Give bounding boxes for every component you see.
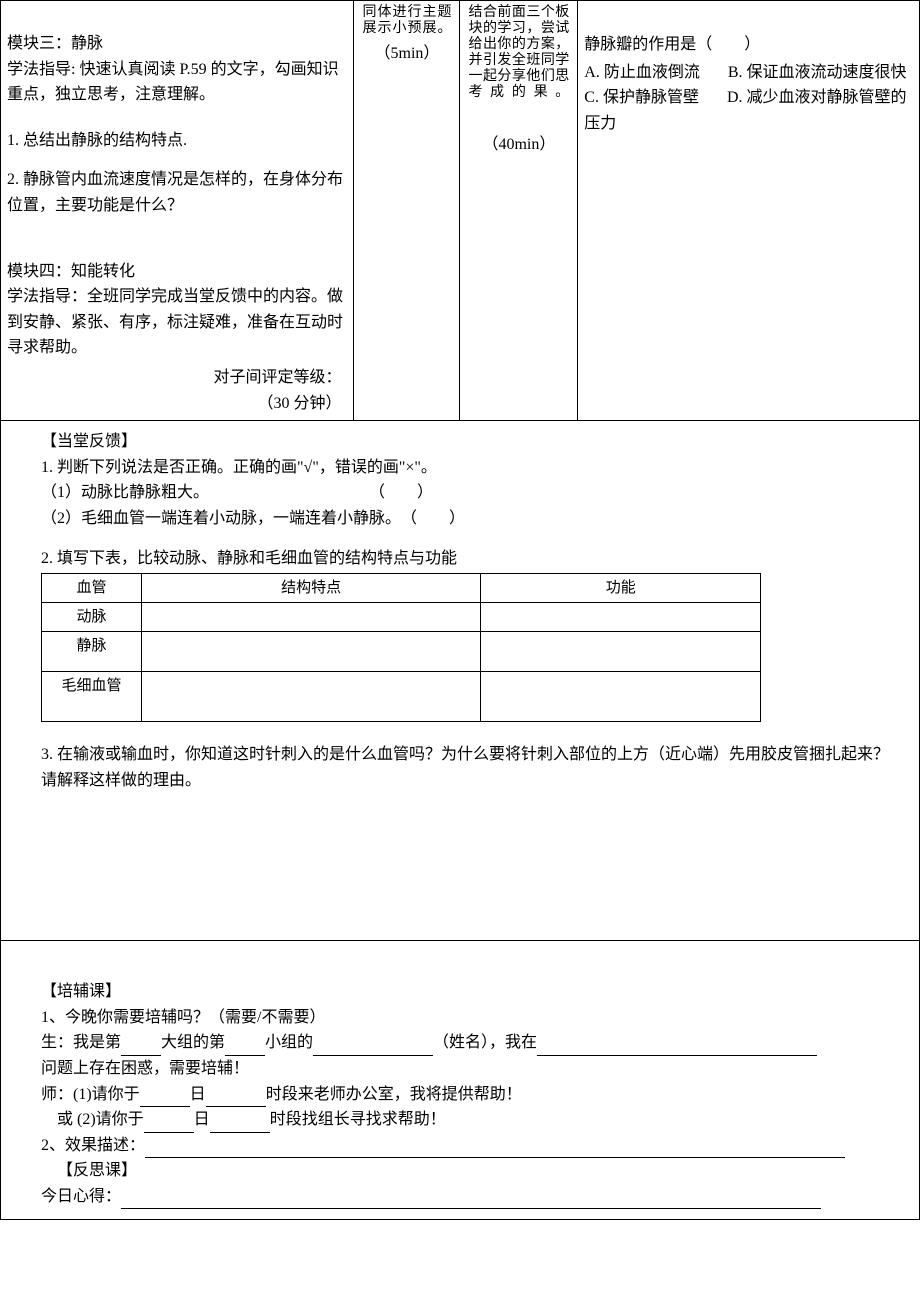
teacher1-prefix: 师：(1)请你于	[41, 1086, 140, 1103]
r2c1: 静脉	[42, 632, 142, 672]
module4-block: 模块四：知能转化 学法指导：全班同学完成当堂反馈中的内容。做到安静、紧张、有序，…	[7, 259, 347, 361]
q1-1: （1）动脉比静脉粗大。 （ ）	[41, 480, 907, 506]
q1-2: （2）毛细血管一端连着小动脉，一端连着小静脉。 （ ）	[41, 506, 907, 532]
module3-q2: 2. 静脉管内血流速度情况是怎样的，在身体分布位置，主要功能是什么？	[7, 167, 347, 218]
teacher-line2: 或 (2)请你于 日 时段找组长寻找求帮助！	[41, 1107, 907, 1133]
mc-row2: C. 保护静脉管壁 D. 减少血液对静脉管壁的压力	[584, 85, 913, 136]
col3-cell: 结合前面三个板块的学习，尝试给出你的方案，并引发全班同学一起分享他们思考成的果。…	[460, 1, 578, 421]
r2c2	[141, 632, 481, 672]
reflect-label: 今日心得：	[41, 1188, 121, 1205]
comparison-table: 血管 结构特点 功能 动脉 静脉 毛细血管	[41, 573, 761, 722]
blank-name[interactable]	[313, 1037, 433, 1056]
tutoring-section: 【培辅课】 1、今晚你需要培辅吗？（需要/不需要） 生：我是第 大组的第 小组的 （姓…	[0, 941, 920, 1220]
teacher-line1: 师：(1)请你于 日 时段来老师办公室，我将提供帮助！	[41, 1082, 907, 1108]
r1c1: 动脉	[42, 603, 142, 632]
q1-stem: 1. 判断下列说法是否正确。正确的画"√"，错误的画"×"。	[41, 455, 907, 481]
col3-time: （40min）	[466, 132, 571, 158]
col3-text: 结合前面三个板块的学习，尝试给出你的方案，并引发全班同学一起分享他们思考成的果。	[466, 5, 571, 102]
module4-guide: 学法指导：全班同学完成当堂反馈中的内容。做到安静、紧张、有序，标注疑难，准备在互…	[7, 284, 347, 361]
blank-subgroup[interactable]	[225, 1037, 265, 1056]
reflect-heading: 【反思课】	[41, 1158, 907, 1184]
col2-text: 同体进行主题展示小预展。	[360, 5, 453, 37]
student-mid2: 小组的	[265, 1034, 313, 1051]
top-table: 模块三：静脉 学法指导: 快速认真阅读 P.59 的文字，勾画知识重点，独立思考…	[0, 0, 920, 421]
feedback-section: 【当堂反馈】 1. 判断下列说法是否正确。正确的画"√"，错误的画"×"。 （1…	[0, 421, 920, 941]
student-line: 生：我是第 大组的第 小组的 （姓名），我在	[41, 1030, 907, 1056]
blank-period1[interactable]	[206, 1088, 266, 1107]
th-function: 功能	[481, 574, 761, 603]
effect-line: 2、效果描述：	[41, 1133, 907, 1159]
reflect-line: 今日心得：	[41, 1184, 907, 1210]
mc-row1: A. 防止血液倒流 B. 保证血液流动速度很快	[584, 60, 913, 86]
col4-cell: 静脉瓣的作用是（ ） A. 防止血液倒流 B. 保证血液流动速度很快 C. 保护…	[578, 1, 920, 421]
student-mid1: 大组的第	[161, 1034, 225, 1051]
r1c2	[141, 603, 481, 632]
feedback-heading: 【当堂反馈】	[41, 429, 907, 455]
module3-guide: 学法指导: 快速认真阅读 P.59 的文字，勾画知识重点，独立思考，注意理解。	[7, 57, 347, 108]
blank-date2[interactable]	[144, 1114, 194, 1133]
mc-question: 静脉瓣的作用是（ ）	[584, 31, 913, 60]
module3-q1: 1. 总结出静脉的结构特点.	[7, 128, 347, 154]
student-suffix: 问题上存在困惑，需要培辅！	[41, 1056, 907, 1082]
teacher1-suffix: 时段来老师办公室，我将提供帮助！	[266, 1086, 522, 1103]
tutoring-q1: 1、今晚你需要培辅吗？（需要/不需要）	[41, 1005, 907, 1031]
r3c3	[481, 672, 761, 722]
tutoring-q2: 2、效果描述：	[41, 1137, 145, 1154]
blank-topic[interactable]	[537, 1037, 817, 1056]
opt-c: C. 保护静脉管壁	[584, 89, 699, 106]
blank-reflect[interactable]	[121, 1190, 821, 1209]
q3-line2: 请解释这样做的理由。	[41, 768, 907, 794]
blank-effect[interactable]	[145, 1139, 845, 1158]
student-prefix: 生：我是第	[41, 1034, 121, 1051]
blank-group[interactable]	[121, 1037, 161, 1056]
teacher2-prefix: 或 (2)请你于	[41, 1111, 144, 1128]
student-mid3: （姓名），我在	[433, 1034, 537, 1051]
col2-time: （5min）	[360, 41, 453, 67]
q2-stem: 2. 填写下表，比较动脉、静脉和毛细血管的结构特点与功能	[41, 546, 907, 572]
r1c3	[481, 603, 761, 632]
module3-block: 模块三：静脉 学法指导: 快速认真阅读 P.59 的文字，勾画知识重点，独立思考…	[7, 31, 347, 219]
col2-cell: 同体进行主题展示小预展。 （5min）	[354, 1, 460, 421]
time-30min: （30 分钟）	[7, 391, 347, 417]
tutoring-heading: 【培辅课】	[41, 979, 907, 1005]
th-structure: 结构特点	[141, 574, 481, 603]
module4-title: 模块四：知能转化	[7, 259, 347, 285]
teacher-day1: 日	[190, 1086, 206, 1103]
col1-cell: 模块三：静脉 学法指导: 快速认真阅读 P.59 的文字，勾画知识重点，独立思考…	[1, 1, 354, 421]
opt-b: B. 保证血液流动速度很快	[728, 64, 907, 81]
th-vessel: 血管	[42, 574, 142, 603]
r3c2	[141, 672, 481, 722]
blank-date1[interactable]	[140, 1088, 190, 1107]
opt-a: A. 防止血液倒流	[584, 64, 700, 81]
module3-title: 模块三：静脉	[7, 31, 347, 57]
teacher2-suffix: 时段找组长寻找求帮助！	[270, 1111, 446, 1128]
r2c3	[481, 632, 761, 672]
blank-period2[interactable]	[210, 1114, 270, 1133]
teacher-day2: 日	[194, 1111, 210, 1128]
rating-label: 对子间评定等级：	[7, 365, 347, 391]
q3-line1: 3. 在输液或输血时，你知道这时针刺入的是什么血管吗？为什么要将针刺入部位的上方…	[41, 742, 907, 768]
r3c1: 毛细血管	[42, 672, 142, 722]
